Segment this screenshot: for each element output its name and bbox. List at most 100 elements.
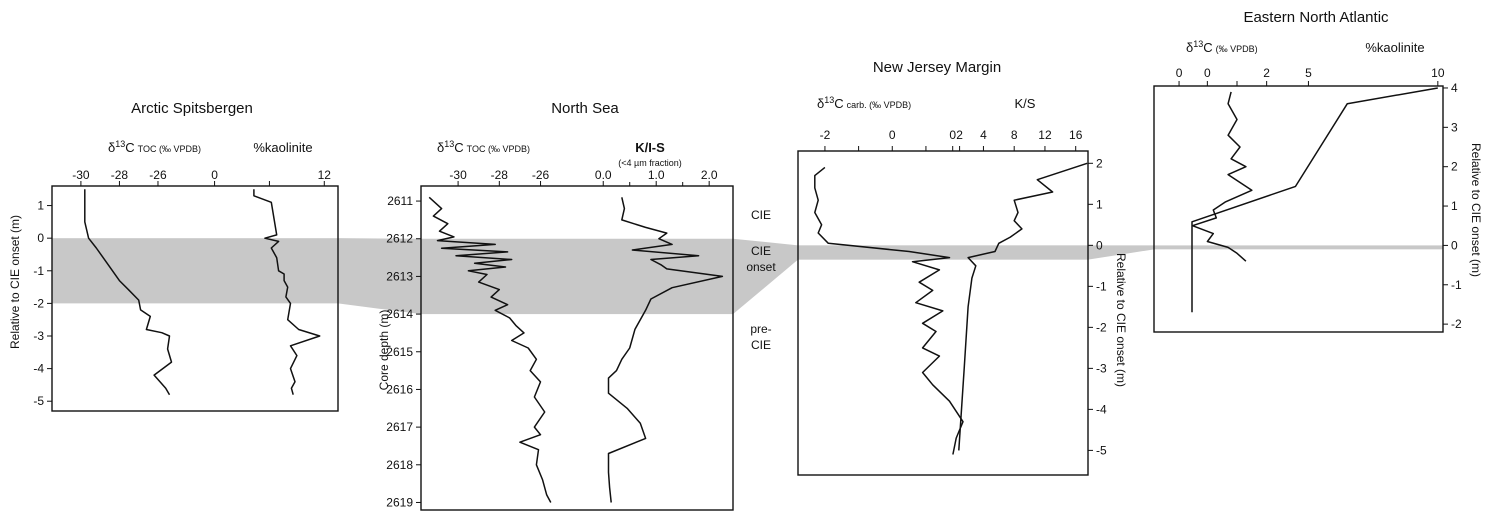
panel-title: Arctic Spitsbergen (131, 100, 253, 117)
y-tick-label: 2618 (386, 458, 413, 472)
plot-frame (1153, 85, 1444, 333)
track-header-d13c: δ13C carb. (‰ VPDB) (817, 95, 911, 111)
y-tick-label: -1 (1451, 278, 1462, 292)
y-tick-label: 2619 (386, 495, 413, 509)
y-tick-label: 2 (1451, 160, 1458, 174)
x-tick-label: 2 (956, 128, 963, 142)
x-tick-label: 0 (1204, 66, 1211, 80)
y-tick-label: -5 (33, 394, 44, 408)
y-tick-label: 2614 (386, 307, 413, 321)
y-tick-label: 0 (1451, 238, 1458, 252)
x-tick-label: -28 (111, 168, 129, 182)
y-tick-label: -2 (1451, 317, 1462, 331)
track-header-d13c: δ13C TOC (‰ VPDB) (108, 139, 201, 155)
x-tick-label: 0 (889, 128, 896, 142)
x-tick-label: -2 (820, 128, 831, 142)
interval-label-pre-cie-2: CIE (751, 338, 771, 352)
x-tick-label: 0 (211, 168, 218, 182)
x-tick-label: 0 (949, 128, 956, 142)
track-header-d13c: δ13C TOC (‰ VPDB) (437, 139, 530, 155)
x-tick-label: 2 (1263, 66, 1270, 80)
x-tick-label: 0 (1176, 66, 1183, 80)
track-header-ki-s-fraction: (<4 µm fraction) (618, 158, 681, 168)
x-tick-label: -28 (491, 168, 509, 182)
y-tick-label: 1 (1451, 199, 1458, 213)
panel-eastern-north-atlantic: Eastern North Atlantic δ13C (‰ VPDB) %kao… (1153, 9, 1483, 333)
x-tick-label: 16 (1069, 128, 1083, 142)
panel-title: Eastern North Atlantic (1243, 9, 1389, 26)
series-line (253, 189, 321, 395)
x-tick-label: 8 (1011, 128, 1018, 142)
track-header-d13c: δ13C (‰ VPDB) (1186, 39, 1258, 55)
x-tick-label: -30 (449, 168, 467, 182)
y-axis-title: Core depth (m) (377, 310, 391, 391)
series-line (958, 162, 1088, 451)
series-line (1191, 91, 1253, 262)
interval-label-pre-cie-1: pre- (750, 322, 771, 336)
track-header-kaolinite: %kaolinite (253, 140, 312, 155)
y-tick-label: -3 (33, 329, 44, 343)
y-axis-title: Relative to CIE onset (m) (1114, 253, 1128, 387)
x-tick-label: 4 (980, 128, 987, 142)
plot-frame (51, 185, 339, 412)
band-connector (338, 238, 421, 315)
y-tick-label: -4 (33, 362, 44, 376)
x-tick-label: -30 (72, 168, 90, 182)
y-tick-label: -1 (1096, 279, 1107, 293)
y-axis-title: Relative to CIE onset (m) (8, 215, 22, 349)
y-tick-label: 3 (1451, 120, 1458, 134)
x-tick-label: 5 (1305, 66, 1312, 80)
x-tick-label: -26 (532, 168, 550, 182)
y-tick-label: 0 (1096, 238, 1103, 252)
y-tick-label: 2611 (387, 194, 413, 208)
interval-label-cie-onset-2: onset (746, 260, 776, 274)
panel-arctic-spitsbergen: Arctic Spitsbergen δ13C TOC (‰ VPDB) %kao… (8, 100, 339, 412)
y-tick-label: 1 (37, 199, 44, 213)
interval-label-cie: CIE (751, 208, 771, 222)
y-tick-label: 2616 (386, 382, 413, 396)
cie-onset-band (421, 238, 733, 315)
cie-onset-band (1154, 245, 1443, 250)
y-tick-label: -1 (33, 264, 44, 278)
cie-onset-band (52, 238, 338, 304)
panel-title: New Jersey Margin (873, 59, 1001, 76)
y-tick-label: 1 (1096, 197, 1103, 211)
x-tick-label: -26 (149, 168, 167, 182)
y-tick-label: -3 (1096, 361, 1107, 375)
x-tick-label: 12 (318, 168, 332, 182)
y-tick-label: 2613 (386, 269, 413, 283)
y-tick-label: 4 (1451, 81, 1458, 95)
y-tick-label: -4 (1096, 402, 1107, 416)
y-tick-label: 2 (1096, 156, 1103, 170)
band-connector (1088, 245, 1154, 260)
x-tick-label: 0.0 (595, 168, 612, 182)
track-header-ki-s: K/I-S (635, 140, 665, 155)
series-line (607, 197, 724, 503)
series-line (84, 189, 173, 396)
x-tick-label: 1.0 (648, 168, 665, 182)
series-line (428, 196, 552, 503)
track-header-kaolinite: %kaolinite (1365, 40, 1424, 55)
y-tick-label: 2617 (386, 420, 413, 434)
y-tick-label: -2 (33, 296, 44, 310)
cie-onset-band (798, 245, 1088, 260)
plot-frame (797, 150, 1089, 476)
cie-onset-correlation-band (52, 238, 1443, 315)
x-tick-label: 12 (1038, 128, 1052, 142)
series-line (1191, 87, 1438, 313)
panel-new-jersey-margin: New Jersey Margin δ13C carb. (‰ VPDB) K/S… (797, 59, 1128, 476)
y-tick-label: -2 (1096, 320, 1107, 334)
x-tick-label: 2.0 (701, 168, 718, 182)
interval-label-cie-onset-1: CIE (751, 244, 771, 258)
plot-frame (420, 185, 734, 511)
track-header-ks: K/S (1015, 96, 1036, 111)
panel-title: North Sea (551, 100, 619, 117)
y-tick-label: -5 (1096, 443, 1107, 457)
x-tick-label: 10 (1431, 66, 1445, 80)
series-line (814, 166, 964, 455)
y-tick-label: 2612 (386, 232, 413, 246)
panel-north-sea: North Sea δ13C TOC (‰ VPDB) K/I-S (<4 µm … (377, 100, 776, 511)
y-tick-label: 2615 (386, 345, 413, 359)
band-connector (733, 238, 798, 315)
